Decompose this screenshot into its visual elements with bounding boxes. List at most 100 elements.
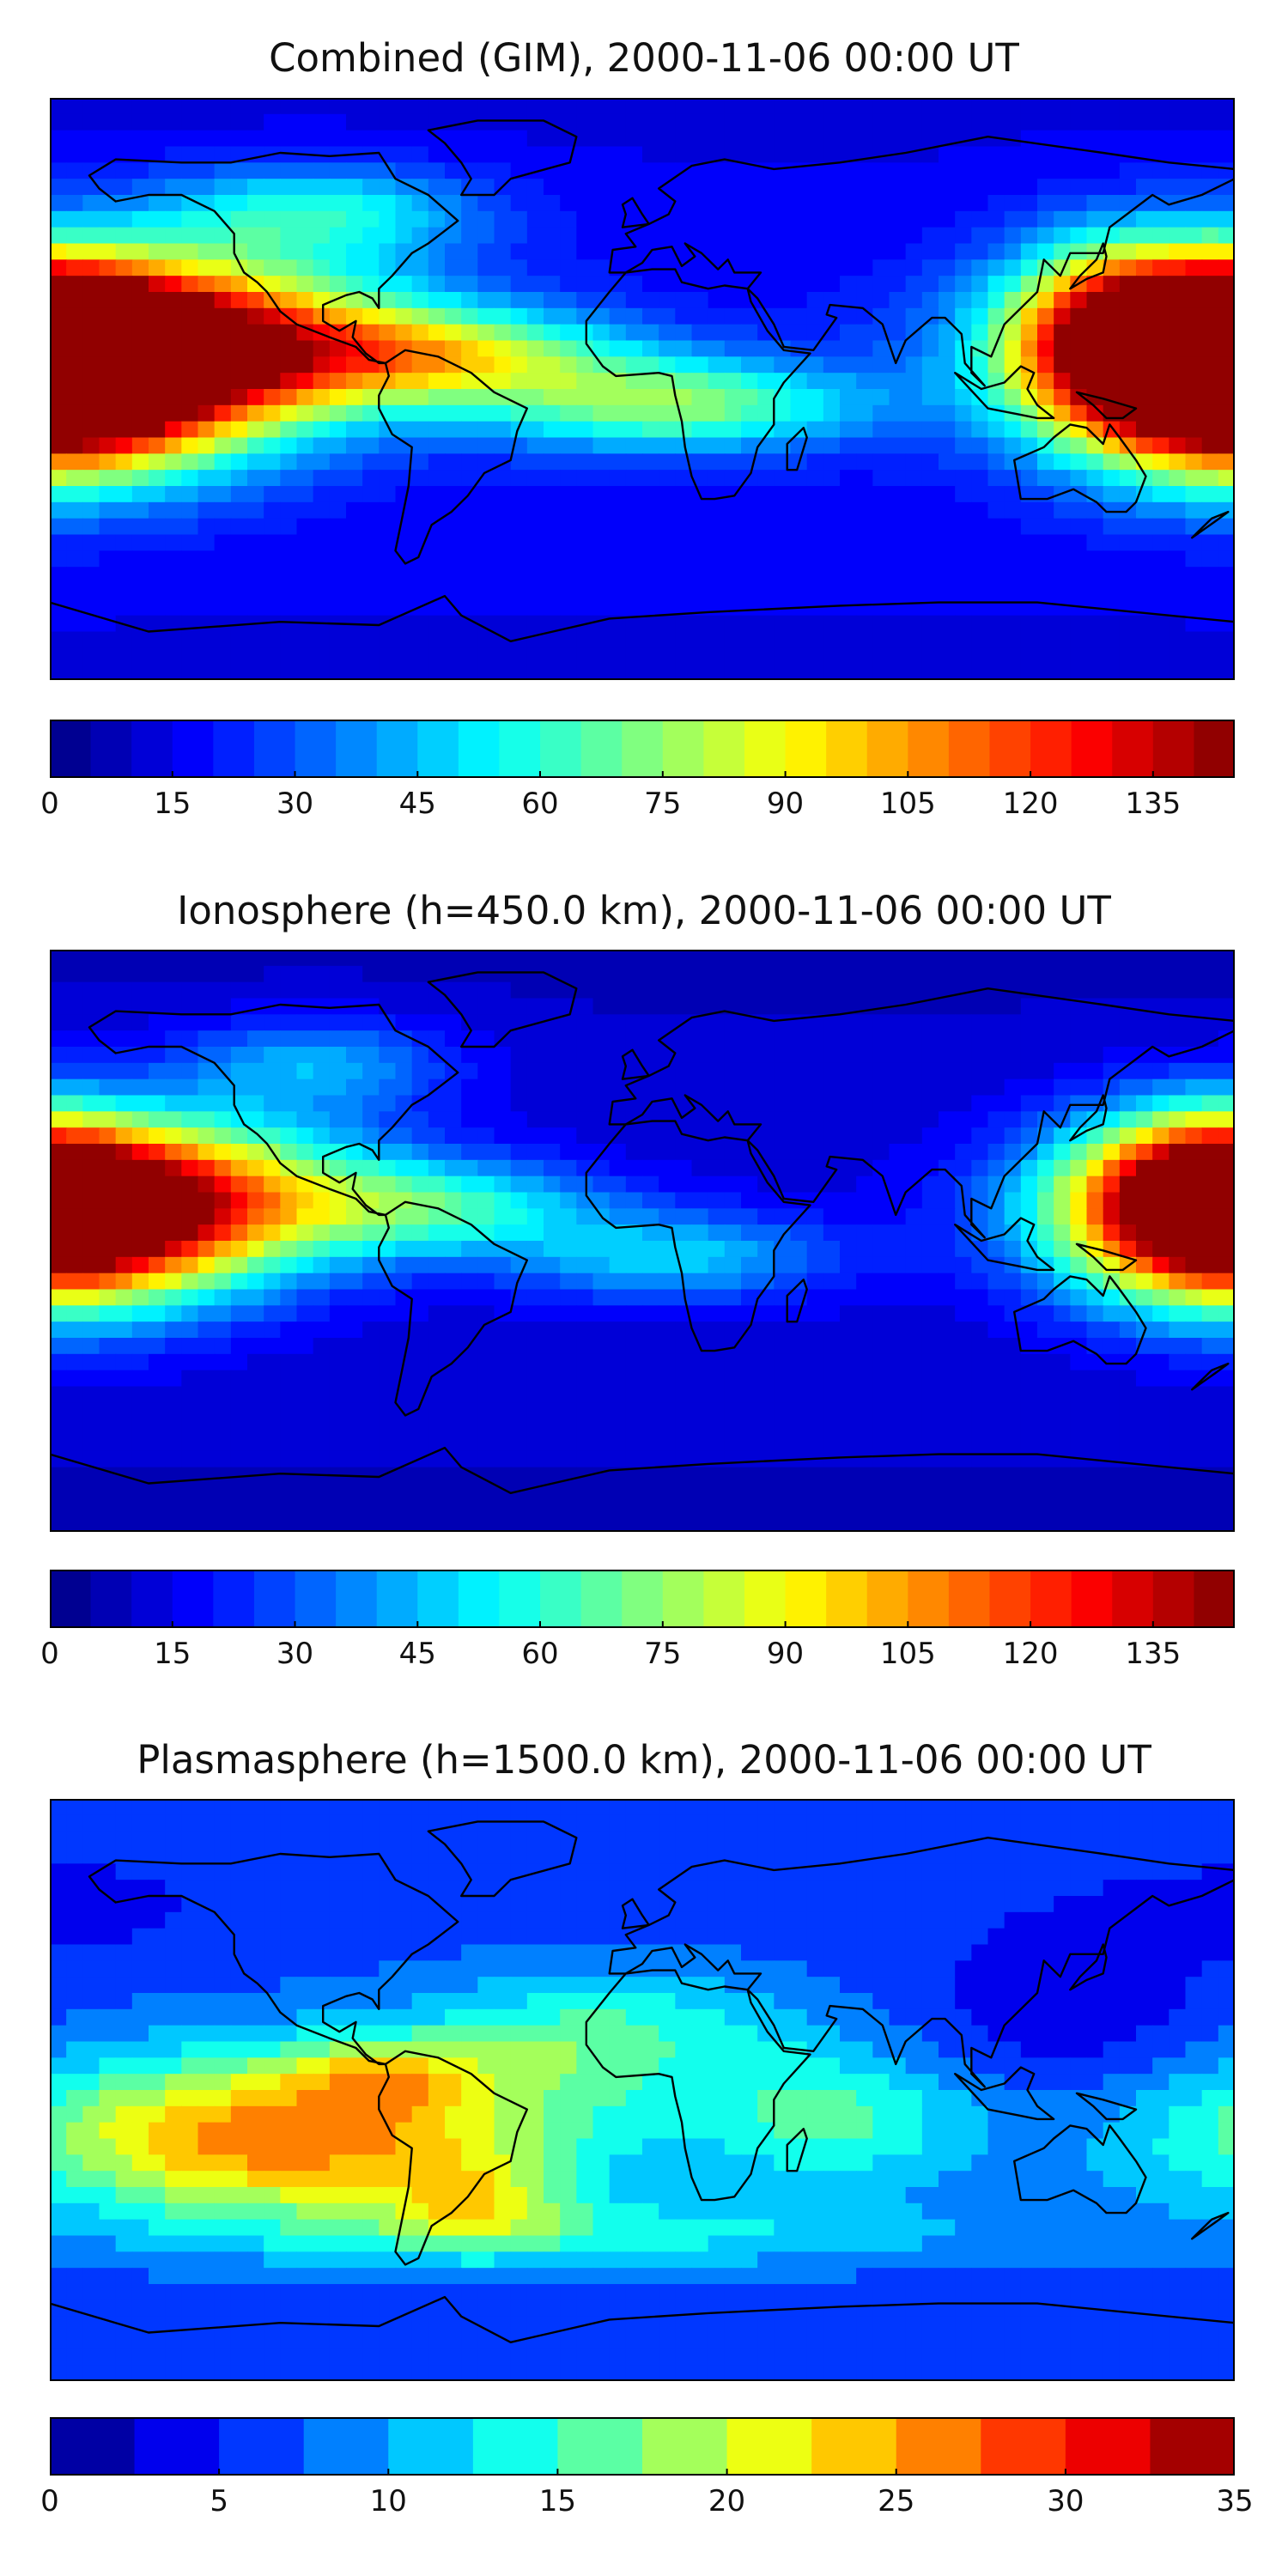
field-cell bbox=[741, 631, 758, 648]
field-cell bbox=[165, 1256, 182, 1274]
field-cell bbox=[1037, 421, 1054, 439]
field-cell bbox=[264, 276, 281, 293]
field-cell bbox=[1152, 243, 1170, 260]
field-cell bbox=[477, 404, 495, 422]
field-cell bbox=[313, 1402, 331, 1419]
field-cell bbox=[510, 1435, 528, 1452]
field-cell bbox=[526, 98, 544, 115]
field-cell bbox=[428, 664, 446, 680]
field-cell bbox=[774, 1224, 792, 1242]
field-cell bbox=[461, 437, 478, 454]
field-cell bbox=[379, 1241, 397, 1258]
field-cell bbox=[510, 1159, 528, 1177]
field-cell bbox=[675, 1241, 693, 1258]
field-cell bbox=[576, 1208, 594, 1225]
field-cell bbox=[99, 130, 117, 148]
field-cell bbox=[1136, 243, 1153, 260]
field-cell bbox=[987, 615, 1005, 633]
field-cell bbox=[66, 534, 83, 551]
field-cell bbox=[790, 1419, 808, 1436]
field-cell bbox=[346, 1095, 363, 1112]
field-cell bbox=[724, 1402, 742, 1419]
field-cell bbox=[99, 421, 117, 439]
field-cell bbox=[296, 1402, 314, 1419]
field-cell bbox=[625, 389, 643, 406]
field-cell bbox=[1020, 179, 1038, 196]
field-cell bbox=[806, 356, 824, 374]
field-cell bbox=[411, 998, 429, 1015]
field-cell bbox=[230, 1450, 248, 1468]
field-cell bbox=[264, 1273, 281, 1291]
field-cell bbox=[1054, 98, 1071, 115]
field-cell bbox=[197, 583, 216, 600]
field-cell bbox=[477, 486, 495, 503]
field-cell bbox=[329, 421, 347, 439]
field-cell bbox=[560, 1208, 577, 1225]
field-cell bbox=[395, 631, 413, 648]
field-cell bbox=[379, 1127, 397, 1145]
field-cell bbox=[592, 1241, 611, 1258]
field-cell bbox=[395, 146, 413, 163]
field-cell bbox=[741, 1176, 758, 1194]
field-cell bbox=[66, 1095, 83, 1112]
field-cell bbox=[526, 113, 544, 131]
field-cell bbox=[461, 373, 478, 390]
field-cell bbox=[889, 179, 907, 196]
field-cell bbox=[346, 1338, 363, 1355]
field-cell bbox=[329, 130, 347, 148]
field-cell bbox=[99, 1144, 117, 1161]
field-cell bbox=[526, 307, 544, 325]
field-cell bbox=[264, 1321, 281, 1339]
field-cell bbox=[362, 437, 380, 454]
field-cell bbox=[165, 1402, 182, 1419]
field-cell bbox=[411, 1111, 429, 1128]
field-cell bbox=[1054, 1321, 1071, 1339]
field-cell bbox=[280, 146, 298, 163]
field-cell bbox=[757, 373, 775, 390]
field-cell bbox=[576, 195, 594, 212]
field-cell bbox=[346, 373, 363, 390]
field-cell bbox=[1004, 534, 1022, 551]
field-cell bbox=[1020, 437, 1038, 454]
field-cell bbox=[82, 276, 100, 293]
field-cell bbox=[115, 501, 133, 519]
field-cell bbox=[66, 373, 83, 390]
field-cell bbox=[1136, 162, 1153, 179]
field-cell bbox=[329, 1111, 347, 1128]
field-cell bbox=[197, 647, 216, 665]
field-cell bbox=[708, 1159, 726, 1177]
field-cell bbox=[625, 1144, 643, 1161]
field-cell bbox=[346, 1402, 363, 1419]
field-cell bbox=[1070, 162, 1088, 179]
field-cell bbox=[987, 1078, 1005, 1097]
field-cell bbox=[625, 1435, 643, 1452]
field-cell bbox=[592, 1192, 611, 1209]
field-cell bbox=[1185, 210, 1203, 228]
field-cell bbox=[790, 1338, 808, 1355]
field-cell bbox=[971, 453, 989, 471]
field-cell bbox=[971, 1305, 989, 1322]
field-cell bbox=[609, 598, 627, 617]
field-cell bbox=[149, 631, 166, 648]
field-cell bbox=[971, 486, 989, 503]
field-cell bbox=[181, 210, 199, 228]
field-cell bbox=[955, 1273, 972, 1291]
field-cell bbox=[1119, 1273, 1137, 1291]
field-cell bbox=[494, 664, 512, 680]
field-cell bbox=[296, 373, 314, 390]
field-cell bbox=[264, 340, 281, 357]
field-cell bbox=[955, 1370, 972, 1388]
field-cell bbox=[1218, 965, 1235, 983]
field-cell bbox=[165, 373, 182, 390]
field-cell bbox=[1103, 1370, 1121, 1388]
field-cell bbox=[774, 373, 792, 390]
field-cell bbox=[1103, 950, 1121, 967]
field-cell bbox=[971, 1338, 989, 1355]
field-cell bbox=[247, 518, 264, 536]
field-cell bbox=[1020, 1338, 1038, 1355]
field-cell bbox=[560, 227, 577, 245]
field-cell bbox=[280, 389, 298, 406]
field-cell bbox=[329, 276, 347, 293]
field-cell bbox=[790, 276, 808, 293]
field-cell bbox=[1152, 1419, 1170, 1436]
